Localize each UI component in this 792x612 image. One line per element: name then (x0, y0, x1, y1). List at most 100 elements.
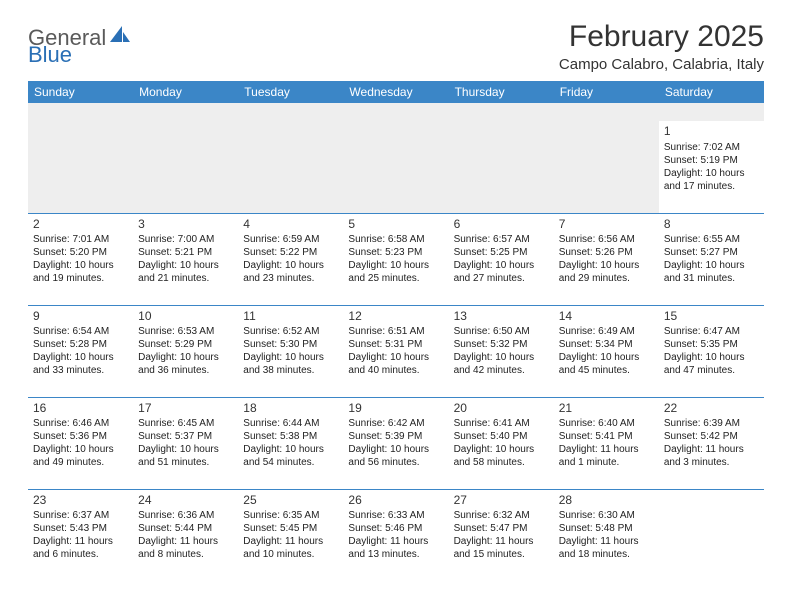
month-title: February 2025 (559, 20, 764, 54)
daylight-text: and 29 minutes. (559, 272, 654, 285)
header: General February 2025 Campo Calabro, Cal… (28, 20, 764, 73)
sunset-text: Sunset: 5:29 PM (138, 338, 233, 351)
sunset-text: Sunset: 5:31 PM (348, 338, 443, 351)
calendar-day-cell (659, 489, 764, 581)
weekday-header: Tuesday (238, 81, 343, 103)
daylight-text: Daylight: 11 hours (454, 535, 549, 548)
sunrise-text: Sunrise: 6:44 AM (243, 417, 338, 430)
sunset-text: Sunset: 5:39 PM (348, 430, 443, 443)
calendar-day-cell: 15Sunrise: 6:47 AMSunset: 5:35 PMDayligh… (659, 305, 764, 397)
sunrise-text: Sunrise: 6:51 AM (348, 325, 443, 338)
weekday-header: Thursday (449, 81, 554, 103)
calendar-day-cell: 2Sunrise: 7:01 AMSunset: 5:20 PMDaylight… (28, 213, 133, 305)
day-number: 12 (348, 309, 443, 325)
sunrise-text: Sunrise: 6:33 AM (348, 509, 443, 522)
daylight-text: Daylight: 10 hours (348, 443, 443, 456)
sunrise-text: Sunrise: 6:36 AM (138, 509, 233, 522)
daylight-text: and 10 minutes. (243, 548, 338, 561)
calendar-day-cell (554, 121, 659, 213)
sunrise-text: Sunrise: 6:59 AM (243, 233, 338, 246)
sunset-text: Sunset: 5:25 PM (454, 246, 549, 259)
sunset-text: Sunset: 5:36 PM (33, 430, 128, 443)
sunset-text: Sunset: 5:44 PM (138, 522, 233, 535)
calendar-page: General February 2025 Campo Calabro, Cal… (0, 0, 792, 591)
weekday-header: Wednesday (343, 81, 448, 103)
calendar-day-cell: 12Sunrise: 6:51 AMSunset: 5:31 PMDayligh… (343, 305, 448, 397)
calendar-body: 1Sunrise: 7:02 AMSunset: 5:19 PMDaylight… (28, 103, 764, 581)
day-number: 8 (664, 217, 759, 233)
daylight-text: Daylight: 10 hours (664, 167, 759, 180)
sunrise-text: Sunrise: 6:47 AM (664, 325, 759, 338)
calendar-day-cell: 3Sunrise: 7:00 AMSunset: 5:21 PMDaylight… (133, 213, 238, 305)
calendar-week: 9Sunrise: 6:54 AMSunset: 5:28 PMDaylight… (28, 305, 764, 397)
weekday-header: Saturday (659, 81, 764, 103)
sunset-text: Sunset: 5:28 PM (33, 338, 128, 351)
sunset-text: Sunset: 5:38 PM (243, 430, 338, 443)
sunrise-text: Sunrise: 6:46 AM (33, 417, 128, 430)
calendar-day-cell: 17Sunrise: 6:45 AMSunset: 5:37 PMDayligh… (133, 397, 238, 489)
calendar-day-cell: 14Sunrise: 6:49 AMSunset: 5:34 PMDayligh… (554, 305, 659, 397)
sunrise-text: Sunrise: 6:42 AM (348, 417, 443, 430)
daylight-text: and 42 minutes. (454, 364, 549, 377)
daylight-text: and 13 minutes. (348, 548, 443, 561)
day-number: 20 (454, 401, 549, 417)
calendar-day-cell: 5Sunrise: 6:58 AMSunset: 5:23 PMDaylight… (343, 213, 448, 305)
daylight-text: and 45 minutes. (559, 364, 654, 377)
daylight-text: Daylight: 10 hours (348, 351, 443, 364)
day-number: 16 (33, 401, 128, 417)
day-number: 2 (33, 217, 128, 233)
calendar-day-cell: 1Sunrise: 7:02 AMSunset: 5:19 PMDaylight… (659, 121, 764, 213)
sunrise-text: Sunrise: 6:37 AM (33, 509, 128, 522)
sunset-text: Sunset: 5:32 PM (454, 338, 549, 351)
day-number: 9 (33, 309, 128, 325)
day-number: 15 (664, 309, 759, 325)
daylight-text: Daylight: 10 hours (243, 259, 338, 272)
daylight-text: and 25 minutes. (348, 272, 443, 285)
daylight-text: Daylight: 11 hours (559, 535, 654, 548)
sunrise-text: Sunrise: 6:57 AM (454, 233, 549, 246)
sail-icon (110, 26, 130, 49)
spacer-cell (28, 103, 133, 121)
daylight-text: and 15 minutes. (454, 548, 549, 561)
day-number: 17 (138, 401, 233, 417)
daylight-text: and 21 minutes. (138, 272, 233, 285)
calendar-day-cell: 20Sunrise: 6:41 AMSunset: 5:40 PMDayligh… (449, 397, 554, 489)
weekday-header: Monday (133, 81, 238, 103)
daylight-text: and 18 minutes. (559, 548, 654, 561)
sunrise-text: Sunrise: 6:49 AM (559, 325, 654, 338)
day-number: 13 (454, 309, 549, 325)
calendar-day-cell (28, 121, 133, 213)
sunrise-text: Sunrise: 6:52 AM (243, 325, 338, 338)
sunrise-text: Sunrise: 7:00 AM (138, 233, 233, 246)
sunrise-text: Sunrise: 7:02 AM (664, 141, 759, 154)
calendar-day-cell: 21Sunrise: 6:40 AMSunset: 5:41 PMDayligh… (554, 397, 659, 489)
sunrise-text: Sunrise: 6:30 AM (559, 509, 654, 522)
calendar-week: 2Sunrise: 7:01 AMSunset: 5:20 PMDaylight… (28, 213, 764, 305)
calendar-day-cell: 27Sunrise: 6:32 AMSunset: 5:47 PMDayligh… (449, 489, 554, 581)
daylight-text: Daylight: 10 hours (33, 259, 128, 272)
logo-blue-row: Blue (28, 44, 72, 67)
sunset-text: Sunset: 5:45 PM (243, 522, 338, 535)
day-number: 21 (559, 401, 654, 417)
daylight-text: Daylight: 10 hours (243, 443, 338, 456)
daylight-text: Daylight: 10 hours (664, 351, 759, 364)
day-number: 19 (348, 401, 443, 417)
sunset-text: Sunset: 5:40 PM (454, 430, 549, 443)
day-number: 18 (243, 401, 338, 417)
daylight-text: and 19 minutes. (33, 272, 128, 285)
sunset-text: Sunset: 5:26 PM (559, 246, 654, 259)
calendar-day-cell: 18Sunrise: 6:44 AMSunset: 5:38 PMDayligh… (238, 397, 343, 489)
daylight-text: Daylight: 10 hours (33, 351, 128, 364)
daylight-text: Daylight: 10 hours (454, 351, 549, 364)
daylight-text: and 38 minutes. (243, 364, 338, 377)
daylight-text: and 36 minutes. (138, 364, 233, 377)
sunrise-text: Sunrise: 6:58 AM (348, 233, 443, 246)
day-number: 7 (559, 217, 654, 233)
day-number: 1 (664, 124, 759, 140)
daylight-text: Daylight: 10 hours (454, 259, 549, 272)
calendar-header-row: SundayMondayTuesdayWednesdayThursdayFrid… (28, 81, 764, 103)
sunset-text: Sunset: 5:43 PM (33, 522, 128, 535)
daylight-text: Daylight: 11 hours (33, 535, 128, 548)
sunrise-text: Sunrise: 6:56 AM (559, 233, 654, 246)
sunset-text: Sunset: 5:35 PM (664, 338, 759, 351)
